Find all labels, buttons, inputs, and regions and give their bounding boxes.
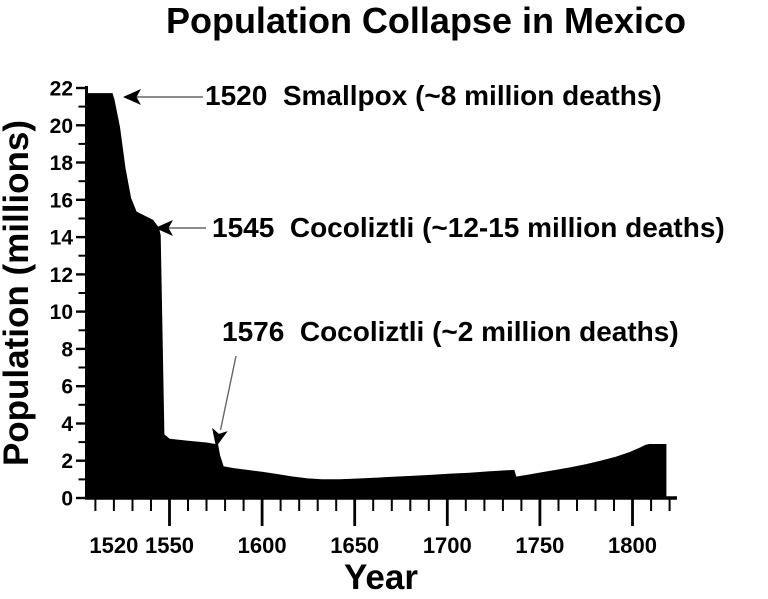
annotation-1520-label: 1520 Smallpox (~8 million deaths) bbox=[205, 80, 662, 111]
y-tick-label: 10 bbox=[50, 301, 73, 324]
annotation-1520-smallpox: 1520 Smallpox (~8 million deaths) bbox=[123, 80, 662, 111]
x-tick-label: 1520 bbox=[89, 533, 138, 558]
x-tick-label: 1750 bbox=[515, 533, 564, 558]
x-tick-label: 1800 bbox=[608, 533, 657, 558]
y-tick-label: 22 bbox=[50, 78, 73, 101]
y-tick-label: 20 bbox=[50, 115, 73, 138]
annotation-1545-cocoliztli: 1545 Cocoliztli (~12-15 million deaths) bbox=[155, 212, 725, 243]
arrow-line bbox=[219, 355, 237, 431]
x-axis-ticks bbox=[94, 499, 671, 526]
down-left-arrowhead-icon bbox=[212, 427, 228, 447]
y-tick-label: 12 bbox=[50, 264, 73, 287]
left-arrowhead-icon bbox=[123, 89, 141, 105]
annotation-1545-label: 1545 Cocoliztli (~12-15 million deaths) bbox=[212, 212, 725, 243]
x-tick-label: 1650 bbox=[330, 533, 379, 558]
annotation-1576-label: 1576 Cocoliztli (~2 million deaths) bbox=[222, 316, 679, 347]
x-tick-label: 1600 bbox=[238, 533, 287, 558]
population-area bbox=[87, 93, 667, 499]
y-tick-label: 8 bbox=[61, 338, 73, 361]
y-tick-label: 14 bbox=[50, 227, 74, 250]
y-axis-ticks bbox=[76, 86, 85, 500]
chart-title: Population Collapse in Mexico bbox=[166, 0, 686, 41]
left-arrowhead-icon bbox=[155, 220, 173, 236]
population-area-shape bbox=[87, 93, 667, 499]
y-axis-title: Population (millions) bbox=[0, 120, 36, 466]
x-axis-tick-labels: 1520 1550 1600 1650 1700 1750 1800 bbox=[89, 533, 657, 558]
y-axis-tick-labels: 0 2 4 6 8 10 12 14 16 18 20 22 bbox=[50, 78, 74, 511]
y-tick-label: 18 bbox=[50, 152, 74, 175]
y-tick-label: 16 bbox=[50, 189, 73, 212]
x-tick-label: 1700 bbox=[423, 533, 472, 558]
y-tick-label: 4 bbox=[61, 413, 73, 436]
annotation-1576-cocoliztli: 1576 Cocoliztli (~2 million deaths) bbox=[212, 316, 679, 447]
x-tick-label: 1550 bbox=[145, 533, 194, 558]
y-tick-label: 2 bbox=[61, 450, 73, 473]
y-tick-label: 0 bbox=[61, 488, 73, 511]
y-tick-label: 6 bbox=[61, 376, 73, 399]
x-axis-title: Year bbox=[344, 558, 418, 597]
